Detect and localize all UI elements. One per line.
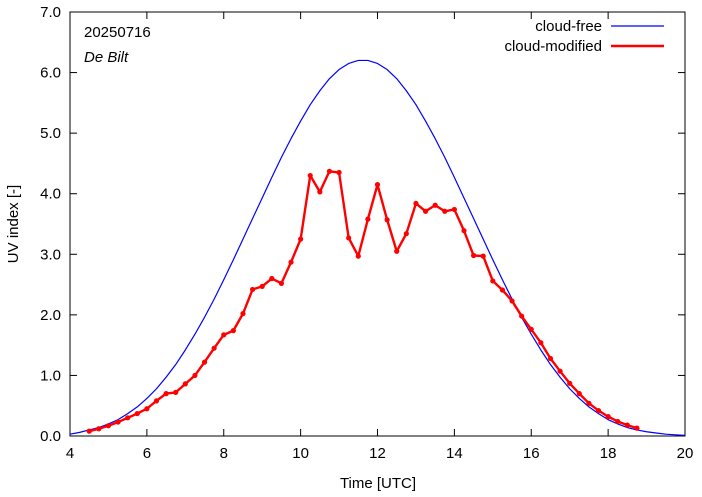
data-point-cloud-modified (480, 253, 486, 259)
legend-label-cloud-modified: cloud-modified (504, 38, 602, 55)
data-point-cloud-modified (259, 283, 265, 289)
data-point-cloud-modified (451, 206, 457, 213)
data-point-cloud-modified (442, 208, 448, 214)
data-point-cloud-modified (249, 286, 256, 293)
data-point-cloud-modified (326, 168, 333, 174)
y-tick-label: 2.0 (40, 307, 61, 324)
data-point-cloud-modified (470, 252, 477, 259)
x-tick-label: 8 (220, 445, 228, 462)
data-point-cloud-modified (403, 231, 409, 237)
x-tick-label: 20 (677, 445, 694, 462)
data-point-cloud-modified (509, 298, 515, 304)
data-point-cloud-modified (422, 208, 429, 214)
data-point-cloud-modified (634, 425, 640, 431)
data-point-cloud-modified (86, 428, 92, 434)
y-tick-label: 5.0 (40, 125, 61, 142)
data-point-cloud-modified (288, 259, 294, 265)
y-tick-label: 4.0 (40, 186, 61, 203)
data-point-cloud-modified (144, 406, 150, 412)
x-tick-label: 12 (369, 445, 386, 462)
data-point-cloud-modified (384, 217, 390, 223)
data-point-cloud-modified (201, 359, 208, 365)
data-point-cloud-modified (153, 398, 160, 404)
annotation-date: 20250716 (84, 24, 151, 41)
x-tick-label: 6 (143, 445, 151, 462)
data-point-cloud-modified (115, 419, 121, 425)
y-axis-title: UV index [-] (5, 185, 22, 263)
series-layer (69, 59, 686, 436)
axis-tick-labels: 4 6 8 10 12 14 16 18 20 0.0 1.0 2.0 3.0 4.0 5.0 6.0 7.0 (40, 4, 693, 462)
data-point-cloud-modified (221, 332, 227, 338)
x-tick-label: 4 (66, 445, 74, 462)
data-point-cloud-modified (182, 381, 188, 387)
data-point-cloud-modified (374, 182, 381, 188)
data-point-cloud-modified (134, 410, 140, 417)
annotation-location: De Bilt (84, 49, 129, 66)
y-tick-label: 0.0 (40, 428, 61, 445)
data-point-cloud-modified (269, 275, 275, 282)
legend-label-cloud-free: cloud-free (535, 18, 602, 35)
series-line-cloud-free (69, 59, 686, 436)
data-point-cloud-modified (595, 407, 602, 414)
data-point-cloud-modified (586, 400, 592, 406)
data-point-cloud-modified (432, 202, 438, 208)
data-point-cloud-modified (576, 391, 582, 397)
data-point-cloud-modified (499, 287, 506, 293)
data-point-cloud-modified (547, 355, 554, 362)
data-point-cloud-modified (615, 418, 621, 425)
data-point-cloud-modified (355, 253, 361, 259)
data-point-cloud-modified (538, 340, 544, 346)
data-point-cloud-modified (461, 228, 467, 234)
data-point-cloud-modified (624, 422, 630, 428)
y-tick-label: 7.0 (40, 4, 61, 21)
data-point-cloud-modified (336, 169, 342, 176)
x-tick-label: 10 (292, 445, 309, 462)
x-tick-label: 18 (600, 445, 617, 462)
legend: cloud-free cloud-modified (504, 18, 664, 55)
data-point-cloud-modified (567, 380, 573, 386)
plot-frame (69, 11, 686, 437)
data-point-cloud-modified (528, 326, 534, 332)
data-point-cloud-modified (519, 313, 525, 319)
x-tick-label: 14 (446, 445, 463, 462)
data-point-cloud-modified (163, 391, 169, 397)
data-point-cloud-modified (211, 345, 217, 351)
y-tick-label: 6.0 (40, 65, 61, 82)
data-point-cloud-modified (192, 372, 198, 379)
data-point-cloud-modified (298, 236, 304, 242)
data-point-cloud-modified (365, 216, 371, 222)
data-point-cloud-modified (125, 415, 131, 421)
data-point-cloud-modified (346, 235, 352, 241)
data-point-cloud-modified (394, 248, 400, 254)
data-point-cloud-modified (413, 200, 419, 207)
series-line-cloud-modified (88, 170, 638, 433)
data-point-cloud-modified (230, 328, 236, 334)
data-point-cloud-modified (490, 278, 496, 284)
data-point-cloud-modified (105, 423, 112, 429)
x-axis-title: Time [UTC] (340, 475, 416, 492)
data-point-cloud-modified (278, 280, 285, 286)
x-tick-label: 16 (523, 445, 540, 462)
y-tick-label: 1.0 (40, 367, 61, 384)
axis-ticks (69, 11, 686, 437)
data-point-cloud-modified (173, 389, 179, 395)
data-point-cloud-modified (317, 189, 323, 195)
data-point-cloud-modified (96, 426, 102, 432)
data-point-cloud-modified (557, 368, 563, 374)
data-point-cloud-modified (605, 414, 611, 420)
data-point-cloud-modified (240, 311, 246, 317)
y-tick-label: 3.0 (40, 246, 61, 263)
data-point-cloud-modified (307, 172, 313, 179)
